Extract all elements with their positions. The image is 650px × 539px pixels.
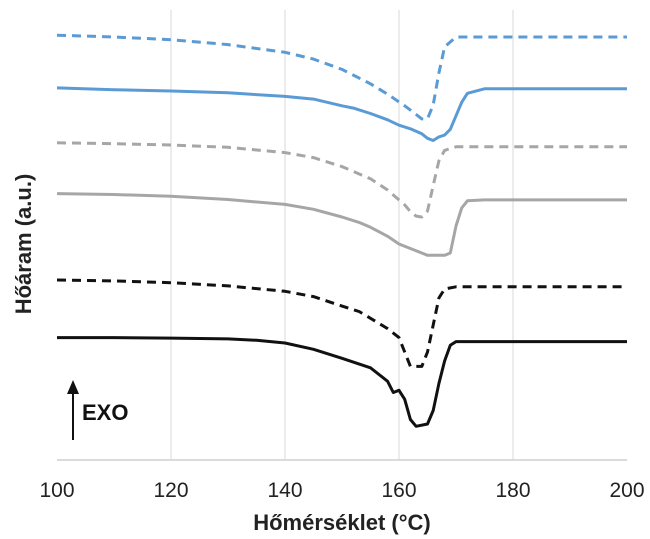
series-layer [56, 33, 627, 428]
series-line-1 [56, 33, 627, 121]
x-tick-label-100: 100 [39, 479, 74, 502]
series-line-2 [56, 86, 627, 142]
exo-arrow-head [67, 380, 79, 394]
x-tick-label-140: 140 [267, 479, 302, 502]
x-tick-label-160: 160 [381, 479, 416, 502]
series-line-3 [56, 141, 627, 219]
x-axis-title: Hőmérséklet (°C) [253, 510, 431, 535]
series-line-5 [56, 278, 627, 368]
x-tick-label-120: 120 [153, 479, 188, 502]
exo-annotation: EXO [67, 380, 128, 440]
series-line-6 [57, 336, 627, 428]
x-tick-label-180: 180 [495, 479, 530, 502]
y-axis-title: Hőáram (a.u.) [11, 174, 36, 315]
vertical-gridlines [170, 10, 514, 460]
series-line-4 [56, 192, 627, 257]
exo-label: EXO [82, 400, 128, 425]
x-tick-label-200: 200 [609, 479, 644, 502]
x-tick-labels: 100 120 140 160 180 200 [39, 479, 644, 502]
